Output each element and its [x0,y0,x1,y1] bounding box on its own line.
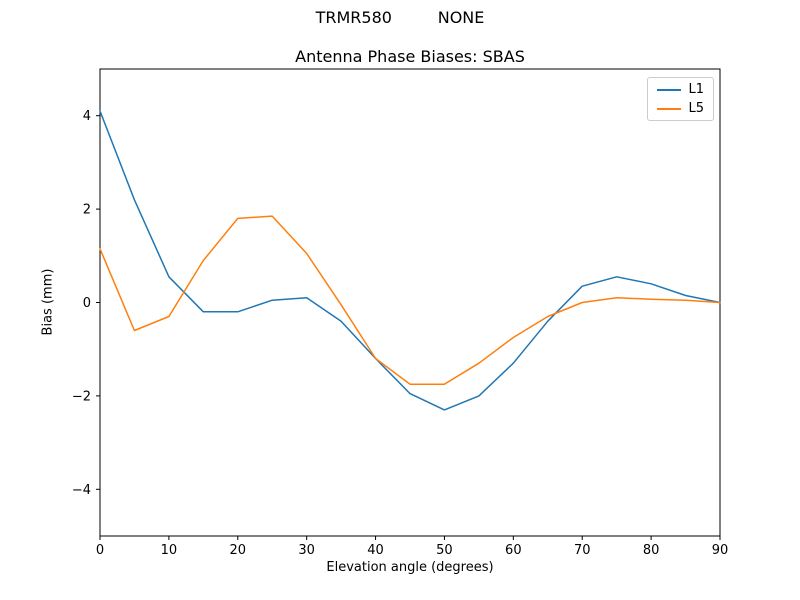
x-tick-label: 80 [643,543,660,558]
legend-item-l5: L5 [657,102,704,115]
legend: L1 L5 [647,77,714,121]
series-line-l5 [99,215,721,385]
x-tick-label: 40 [367,543,384,558]
x-axis-label: Elevation angle (degrees) [326,560,494,575]
x-tick-label: 30 [298,543,315,558]
legend-item-l1: L1 [657,83,704,96]
series-line-l1 [99,110,721,411]
x-tick-label: 70 [574,543,591,558]
legend-line-swatch [657,88,682,91]
legend-label: L1 [688,82,704,97]
y-tick-label: −2 [72,389,91,404]
chart-title: Antenna Phase Biases: SBAS [295,47,525,66]
axes-frame [99,68,721,537]
legend-label: L5 [688,101,704,116]
y-tick-label: 2 [83,203,91,218]
x-tick-label: 0 [96,543,104,558]
y-tick-label: 4 [83,109,91,124]
x-tick-label: 50 [436,543,453,558]
x-tick-label: 90 [712,543,729,558]
y-axis-label: Bias (mm) [40,268,56,336]
figure-suptitle: TRMR580 NONE [315,8,485,27]
x-tick-label: 10 [161,543,178,558]
x-tick-label: 60 [505,543,522,558]
x-tick-label: 20 [230,543,247,558]
y-tick-label: 0 [83,296,91,311]
legend-line-swatch [657,107,682,110]
y-tick-label: −4 [72,483,91,498]
